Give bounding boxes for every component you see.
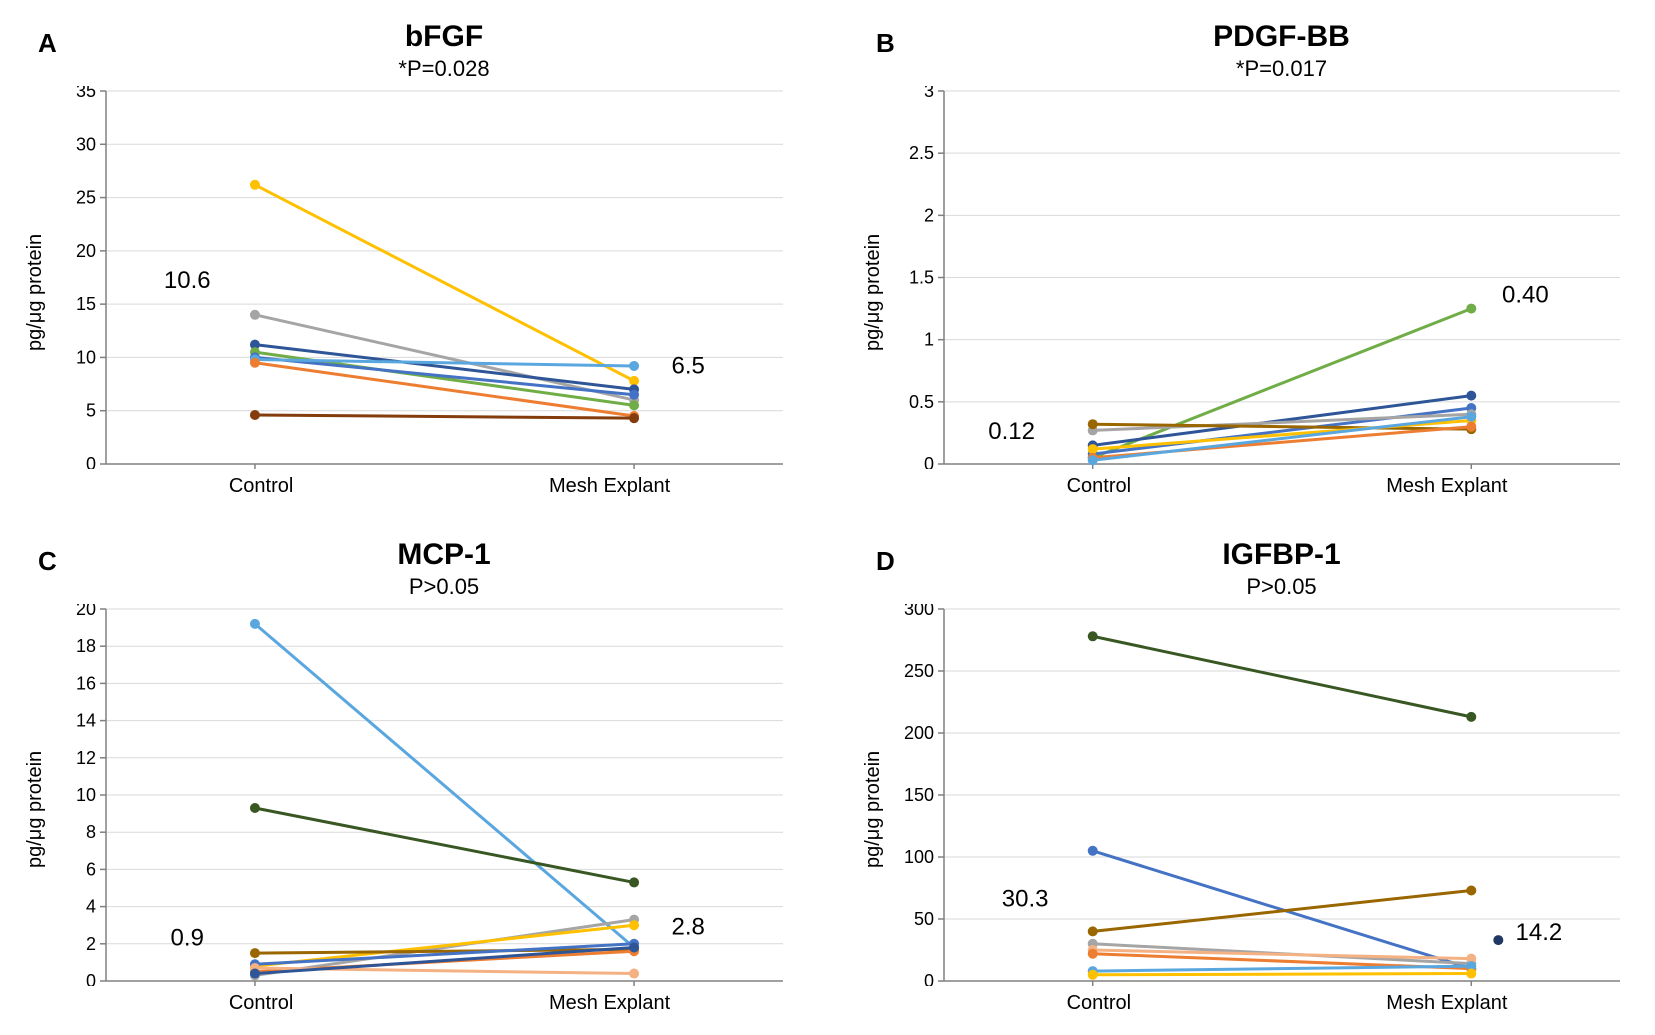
svg-text:6: 6 xyxy=(86,859,96,879)
chart-subtitle: *P=0.028 xyxy=(90,56,798,82)
plot-area: 0 50 100 150 200 250 300 30.3 14.2 xyxy=(889,604,1635,986)
svg-text:2: 2 xyxy=(924,205,934,225)
x-axis: Control Mesh Explant xyxy=(939,469,1635,498)
svg-text:250: 250 xyxy=(904,661,934,681)
svg-text:150: 150 xyxy=(904,785,934,805)
x-axis: Control Mesh Explant xyxy=(939,986,1635,1015)
plot-area: 0 0.5 1 1.5 2 2.5 3 0.12 0.40 xyxy=(889,86,1635,469)
svg-text:100: 100 xyxy=(904,847,934,867)
svg-text:4: 4 xyxy=(86,897,96,917)
svg-text:10: 10 xyxy=(76,785,96,805)
chart-svg: 0 2 4 6 8 10 12 14 16 18 20 0.9 2.8 xyxy=(51,604,798,986)
svg-text:3: 3 xyxy=(924,86,934,101)
x-tick-label: Mesh Explant xyxy=(1386,992,1507,1015)
svg-text:15: 15 xyxy=(76,294,96,314)
x-tick-label: Control xyxy=(229,992,293,1015)
chart-title: MCP-1 xyxy=(90,538,798,572)
x-tick-label: Control xyxy=(229,475,293,498)
svg-text:0: 0 xyxy=(924,454,934,469)
svg-text:14.2: 14.2 xyxy=(1516,919,1563,946)
panel-letter: C xyxy=(38,546,57,577)
x-axis: Control Mesh Explant xyxy=(101,986,798,1015)
chart-grid: A bFGF *P=0.028 pg/μg protein 0510152025… xyxy=(20,20,1635,1015)
y-axis-label: pg/μg protein xyxy=(20,86,51,498)
svg-text:5: 5 xyxy=(86,401,96,421)
chart-svg: 0 5 10 15 20 25 30 35 10.6 6.5 xyxy=(51,86,798,469)
svg-text:0.5: 0.5 xyxy=(909,392,934,412)
plot-area: 0 2 4 6 8 10 12 14 16 18 20 0.9 2.8 xyxy=(51,604,798,986)
svg-text:10: 10 xyxy=(76,347,96,367)
svg-text:0.12: 0.12 xyxy=(988,418,1035,445)
chart-title: IGFBP-1 xyxy=(928,538,1635,572)
svg-text:20: 20 xyxy=(76,241,96,261)
x-tick-label: Mesh Explant xyxy=(549,992,670,1015)
x-tick-label: Control xyxy=(1067,475,1131,498)
chart-title: bFGF xyxy=(90,20,798,54)
panel-letter: D xyxy=(876,546,895,577)
x-axis: Control Mesh Explant xyxy=(101,469,798,498)
panel-C: C MCP-1 P>0.05 pg/μg protein 0 2 4 6 8 10 12 14… xyxy=(20,538,798,1015)
svg-text:0: 0 xyxy=(86,454,96,469)
panel-D: D IGFBP-1 P>0.05 pg/μg protein 0 50 100 150… xyxy=(858,538,1635,1015)
svg-text:30: 30 xyxy=(76,134,96,154)
svg-text:300: 300 xyxy=(904,604,934,619)
x-tick-label: Mesh Explant xyxy=(549,475,670,498)
plot-area: 0 5 10 15 20 25 30 35 10.6 6.5 xyxy=(51,86,798,469)
svg-text:0.9: 0.9 xyxy=(171,925,204,952)
panel-letter: A xyxy=(38,28,57,59)
chart-title: PDGF-BB xyxy=(928,20,1635,54)
y-axis-label: pg/μg protein xyxy=(858,604,889,1015)
svg-text:35: 35 xyxy=(76,86,96,101)
svg-text:25: 25 xyxy=(76,188,96,208)
svg-text:8: 8 xyxy=(86,822,96,842)
svg-text:2: 2 xyxy=(86,934,96,954)
svg-text:14: 14 xyxy=(76,711,96,731)
svg-text:2.8: 2.8 xyxy=(672,914,705,941)
chart-subtitle: P>0.05 xyxy=(90,574,798,600)
svg-text:0: 0 xyxy=(924,971,934,986)
svg-text:200: 200 xyxy=(904,723,934,743)
panel-A: A bFGF *P=0.028 pg/μg protein 0 5 10 15 20 25… xyxy=(20,20,798,498)
panel-letter: B xyxy=(876,28,895,59)
svg-text:1.5: 1.5 xyxy=(909,268,934,288)
x-tick-label: Mesh Explant xyxy=(1386,475,1507,498)
svg-text:0: 0 xyxy=(86,971,96,986)
chart-svg: 0 50 100 150 200 250 300 30.3 14.2 xyxy=(889,604,1635,986)
svg-text:2.5: 2.5 xyxy=(909,143,934,163)
svg-text:50: 50 xyxy=(914,909,934,929)
svg-text:6.5: 6.5 xyxy=(672,352,705,379)
svg-text:0.40: 0.40 xyxy=(1502,281,1549,308)
svg-text:16: 16 xyxy=(76,673,96,693)
chart-subtitle: P>0.05 xyxy=(928,574,1635,600)
svg-text:10.6: 10.6 xyxy=(164,267,211,294)
y-axis-label: pg/μg protein xyxy=(20,604,51,1015)
svg-text:18: 18 xyxy=(76,636,96,656)
chart-svg: 0 0.5 1 1.5 2 2.5 3 0.12 0.40 xyxy=(889,86,1635,469)
x-tick-label: Control xyxy=(1067,992,1131,1015)
chart-subtitle: *P=0.017 xyxy=(928,56,1635,82)
svg-text:12: 12 xyxy=(76,748,96,768)
panel-B: B PDGF-BB *P=0.017 pg/μg protein 0 0.5 1 1.… xyxy=(858,20,1635,498)
y-axis-label: pg/μg protein xyxy=(858,86,889,498)
svg-text:1: 1 xyxy=(924,330,934,350)
svg-text:20: 20 xyxy=(76,604,96,619)
svg-text:30.3: 30.3 xyxy=(1002,886,1049,913)
